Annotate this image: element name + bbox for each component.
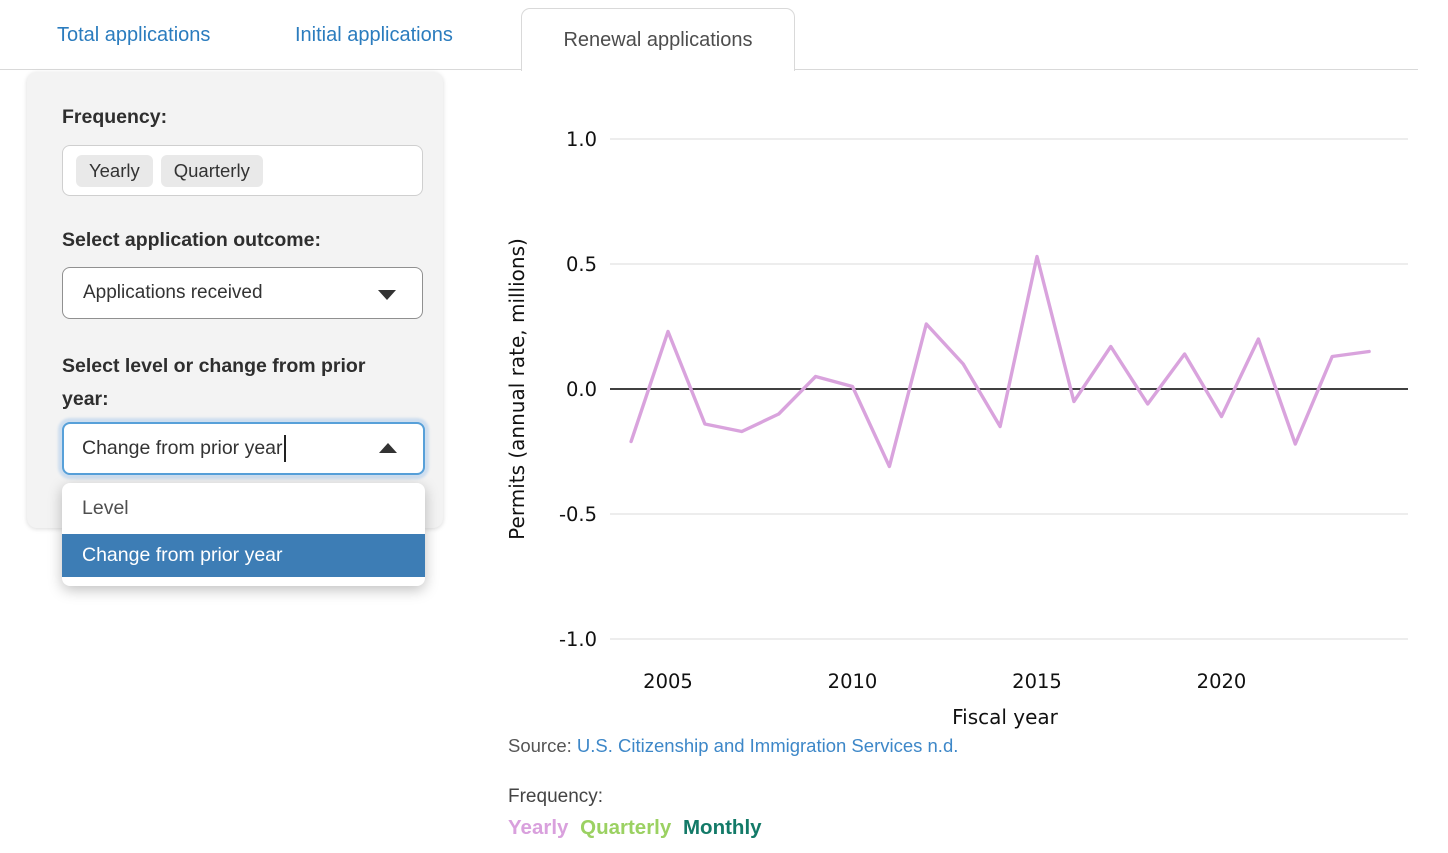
svg-text:1.0: 1.0 — [566, 128, 597, 151]
outcome-select[interactable]: Applications received — [62, 267, 423, 319]
source-prefix: Source: — [508, 735, 577, 756]
frequency-label: Frequency: — [62, 106, 168, 128]
dropdown-option-level[interactable]: Level — [82, 497, 129, 519]
tab-initial-applications[interactable]: Initial applications — [295, 24, 453, 46]
svg-text:Permits (annual rate, millions: Permits (annual rate, millions) — [505, 238, 529, 540]
level-label: Select level or change from prior year: — [62, 355, 366, 410]
level-combobox-value: Change from prior year — [82, 437, 283, 459]
text-cursor — [283, 435, 286, 462]
svg-text:0.0: 0.0 — [566, 378, 597, 401]
frequency-quarterly-button[interactable]: Quarterly — [160, 154, 263, 187]
svg-text:-1.0: -1.0 — [559, 628, 597, 651]
source-line: Source: U.S. Citizenship and Immigration… — [508, 735, 958, 757]
svg-text:2015: 2015 — [1012, 670, 1062, 693]
dropdown-option-change-from-prior-year[interactable]: Change from prior year — [62, 534, 425, 577]
line-chart: 1.0 0.5 0.0 -0.5 -1.0 2005 2010 2015 2020 Permits… — [505, 128, 1408, 729]
frequency-legend: Yearly Quarterly Monthly — [508, 816, 768, 840]
tab-renewal-applications-label: Renewal applications — [563, 28, 753, 51]
outcome-label: Select application outcome: — [62, 229, 321, 251]
tab-total-applications[interactable]: Total applications — [57, 24, 211, 46]
legend-yearly[interactable]: Yearly — [508, 816, 569, 839]
svg-text:2020: 2020 — [1197, 670, 1247, 693]
svg-text:2010: 2010 — [828, 670, 878, 693]
svg-text:-0.5: -0.5 — [559, 503, 597, 526]
legend-quarterly[interactable]: Quarterly — [580, 816, 672, 839]
frequency-yearly-button[interactable]: Yearly — [76, 154, 153, 187]
level-dropdown-menu: Level Change from prior year — [62, 483, 425, 586]
level-combobox-input[interactable]: Change from prior year — [62, 422, 425, 475]
chevron-down-icon — [378, 290, 396, 300]
legend-monthly[interactable]: Monthly — [682, 816, 762, 839]
svg-text:Fiscal year: Fiscal year — [952, 705, 1059, 729]
footer-frequency-label: Frequency: — [508, 786, 604, 807]
source-link[interactable]: U.S. Citizenship and Immigration Service… — [576, 735, 959, 756]
frequency-option-group: Yearly Quarterly — [62, 145, 423, 196]
svg-text:2005: 2005 — [643, 670, 693, 693]
svg-text:0.5: 0.5 — [566, 253, 597, 276]
chevron-up-icon — [379, 442, 397, 453]
tab-renewal-applications[interactable]: Renewal applications — [521, 8, 795, 71]
outcome-select-value: Applications received — [83, 282, 263, 303]
